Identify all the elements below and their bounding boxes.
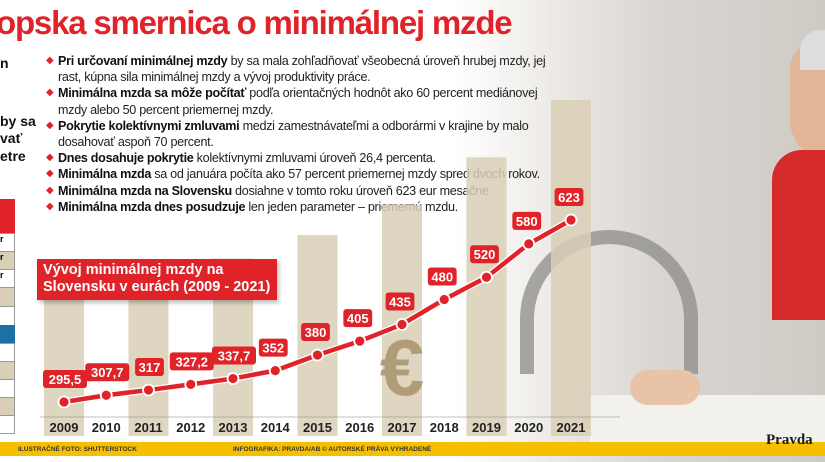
x-tick-label: 2012 <box>176 420 205 435</box>
data-label: 295,5 <box>49 372 82 387</box>
diamond-icon: ◆ <box>46 87 54 99</box>
infographic-credit: INFOGRAFIKA: PRAVDA/AB © AUTORSKÉ PRÁVA … <box>233 446 432 453</box>
bullet-bold: Minimálna mzda dnes posudzuje <box>58 199 246 214</box>
x-tick-label: 2011 <box>134 420 162 435</box>
data-label-bg <box>427 267 457 286</box>
left-text-fragment: n <box>0 55 9 71</box>
bullet-text: podľa orientačných hodnôt ako 60 percent… <box>58 86 538 117</box>
data-point <box>226 372 240 385</box>
data-label-bg <box>212 346 256 365</box>
background-bar <box>466 157 507 436</box>
photo-worker-shirt <box>772 150 825 320</box>
data-label-bg <box>470 245 499 264</box>
bullet-item: ◆ Minimálna mzda na Slovensku dosiahne v … <box>46 183 566 199</box>
data-label: 307,7 <box>91 365 124 380</box>
data-point <box>353 334 367 348</box>
data-point <box>268 364 282 378</box>
left-text-fragment: by sa <box>0 113 36 129</box>
page-title: opska smernica o minimálnej mzde <box>0 4 513 41</box>
data-label-bg <box>43 370 87 388</box>
data-point <box>142 383 155 397</box>
photo-paper <box>590 395 825 443</box>
x-tick-label: 2021 <box>557 420 586 435</box>
data-point <box>564 213 578 227</box>
x-tick-label: 2020 <box>514 420 543 435</box>
data-label-bg <box>258 338 288 357</box>
data-label: 337,7 <box>218 349 251 364</box>
bullet-item: ◆ Dnes dosahuje pokrytie kolektívnymi zml… <box>46 150 566 166</box>
data-label: 480 <box>431 269 453 284</box>
photo-worker-hair <box>800 30 825 70</box>
data-point <box>437 293 451 306</box>
data-point <box>480 270 493 284</box>
footer-bar: ILUSTRAČNÉ FOTO: SHUTTERSTOCK INFOGRAFIK… <box>0 442 825 456</box>
data-label-bg <box>135 358 164 377</box>
data-point <box>99 388 113 402</box>
bullet-text: medzi zamestnávateľmi a odborármi v kraj… <box>58 118 529 150</box>
bullet-bold: Pri určovaní minimálnej mzdy <box>58 54 228 68</box>
diamond-icon: ◆ <box>46 200 54 212</box>
photo-credit: ILUSTRAČNÉ FOTO: SHUTTERSTOCK <box>18 446 137 453</box>
data-label: 380 <box>305 325 327 340</box>
data-label-bg <box>385 292 415 311</box>
bullet-item: ◆ Minimálna mzda sa od januára počíta ako… <box>46 166 566 182</box>
diamond-icon: ◆ <box>46 168 54 180</box>
x-tick-label: 2019 <box>472 420 501 435</box>
x-tick-label: 2015 <box>303 420 332 435</box>
data-label: 317 <box>139 360 161 375</box>
data-label-bg <box>169 352 214 371</box>
bullet-item: ◆ Minimálna mzda sa môže počítať podľa or… <box>46 85 566 117</box>
bullet-bold: Pokrytie kolektívnymi zmluvami <box>58 118 240 133</box>
data-label-bg <box>554 188 584 207</box>
data-label: 435 <box>389 294 411 309</box>
bullet-bold: Dnes dosahuje pokrytie <box>58 151 194 166</box>
x-tick-label: 2009 <box>50 420 79 435</box>
data-label: 520 <box>474 247 496 262</box>
bullet-item: ◆ Pri určovaní minimálnej mzdy by sa mala… <box>46 53 566 85</box>
pravda-logo: Pravda <box>766 432 813 448</box>
diamond-icon: ◆ <box>46 119 54 131</box>
data-label-bg <box>512 211 542 230</box>
chart-title: Vývoj minimálnej mzdy na Slovensku v eur… <box>37 259 277 300</box>
data-label-bg <box>343 309 373 328</box>
data-label: 580 <box>516 214 538 229</box>
data-point <box>57 395 71 409</box>
data-point <box>395 318 409 331</box>
bullet-bold: Minimálna mzda na Slovensku <box>58 183 232 198</box>
bullet-bold: Minimálna mzda sa môže počítať <box>58 86 247 101</box>
x-tick-label: 2016 <box>345 420 374 435</box>
data-label: 352 <box>262 341 284 356</box>
data-label: 405 <box>347 311 369 326</box>
data-label-bg <box>301 323 330 342</box>
diamond-icon: ◆ <box>46 55 54 66</box>
bullet-bold: Minimálna mzda <box>58 167 152 182</box>
x-tick-label: 2010 <box>92 420 121 435</box>
diamond-icon: ◆ <box>46 152 54 164</box>
x-tick-label: 2014 <box>261 420 291 435</box>
x-tick-label: 2018 <box>430 420 459 435</box>
diamond-icon: ◆ <box>46 184 54 196</box>
data-point <box>184 377 198 391</box>
data-label: 327,2 <box>175 354 208 369</box>
bullet-text: kolektívnymi zmluvami úroveň 26,4 percen… <box>193 151 436 166</box>
x-tick-label: 2013 <box>219 420 248 435</box>
photo-hand <box>630 370 700 405</box>
bullet-text: sa od januára počíta ako 57 percent prie… <box>151 167 540 182</box>
data-point <box>522 237 536 251</box>
euro-icon: € <box>380 323 425 412</box>
bullet-text: dosiahne v tomto roku úroveň 623 eur mes… <box>231 183 492 198</box>
bullet-item: ◆ Pokrytie kolektívnymi zmluvami medzi za… <box>46 118 566 150</box>
left-text-fragment: vať <box>0 130 23 146</box>
x-tick-label: 2017 <box>388 420 417 435</box>
data-label-bg <box>85 363 130 382</box>
bullet-text: by sa mala zohľadňovať všeobecná úroveň … <box>58 54 546 85</box>
left-text-fragment: etre <box>0 148 26 164</box>
data-point <box>311 348 324 362</box>
background-bar <box>44 282 84 436</box>
data-label: 623 <box>558 190 580 205</box>
background-bar <box>551 100 591 437</box>
